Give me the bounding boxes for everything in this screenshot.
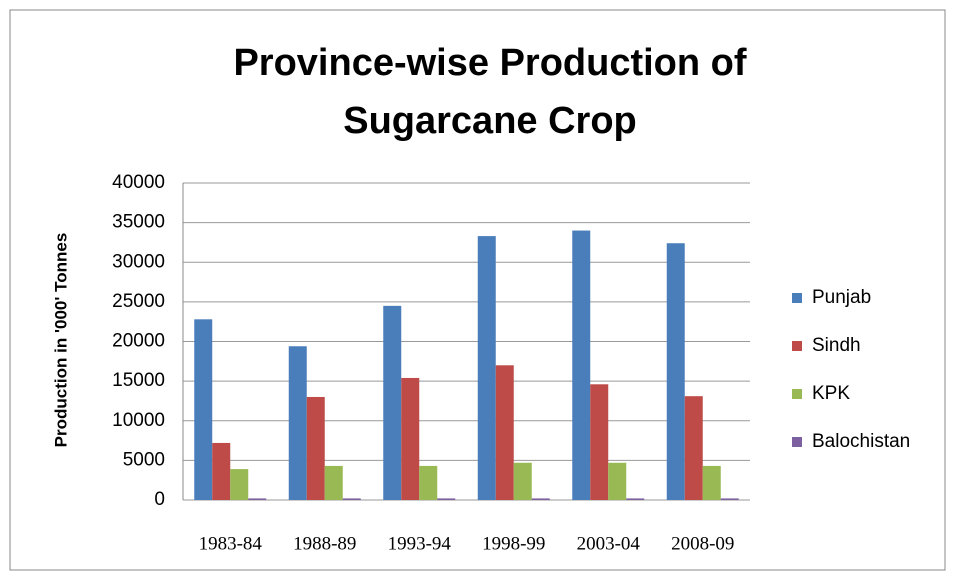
legend-swatch: [792, 389, 802, 399]
x-tick-label: 1988-89: [293, 533, 356, 554]
legend-swatch: [792, 437, 802, 447]
y-tick-label: 20000: [112, 331, 165, 352]
legend-label: Punjab: [812, 287, 871, 308]
chart-frame: [9, 9, 946, 571]
bar: [572, 230, 591, 501]
y-axis-label: Production in '000' Tonnes: [51, 233, 70, 448]
y-tick-label: 25000: [112, 291, 165, 312]
bar: [531, 498, 550, 500]
y-tick-label: 30000: [112, 251, 165, 272]
bar: [720, 498, 739, 500]
bar: [419, 465, 438, 500]
bar: [342, 498, 361, 500]
legend-swatch: [792, 341, 802, 351]
bar: [702, 465, 721, 500]
bar: [626, 498, 645, 500]
chart-title: Province-wise Production of: [233, 42, 746, 84]
bar: [513, 462, 532, 500]
y-tick-label: 40000: [112, 172, 165, 193]
bar: [684, 396, 703, 500]
y-tick-label: 0: [154, 489, 165, 510]
x-tick-label: 2008-09: [671, 533, 734, 554]
x-tick-label: 1998-99: [482, 533, 545, 554]
bar: [230, 469, 249, 500]
bar: [495, 365, 514, 500]
bar: [666, 243, 685, 501]
bar: [590, 384, 609, 500]
bar: [401, 377, 420, 500]
y-tick-label: 15000: [112, 370, 165, 391]
legend-label: Sindh: [812, 335, 861, 356]
bar: [608, 462, 627, 500]
bar: [383, 305, 402, 500]
x-tick-label: 1993-94: [388, 533, 452, 554]
bar: [248, 498, 267, 500]
chart-title: Sugarcane Crop: [343, 100, 637, 142]
bar: [324, 465, 343, 500]
bar: [288, 346, 307, 500]
x-tick-label: 1983-84: [199, 533, 263, 554]
y-tick-label: 10000: [112, 410, 165, 431]
y-tick-label: 5000: [123, 449, 165, 470]
legend-label: Balochistan: [812, 431, 910, 452]
y-tick-label: 35000: [112, 212, 165, 233]
legend-swatch: [792, 293, 802, 303]
legend-label: KPK: [812, 383, 850, 404]
bar: [306, 396, 325, 500]
x-tick-label: 2003-04: [577, 533, 641, 554]
bar: [477, 236, 496, 500]
bar: [212, 442, 231, 500]
bar: [437, 498, 456, 500]
bar: [194, 319, 213, 500]
